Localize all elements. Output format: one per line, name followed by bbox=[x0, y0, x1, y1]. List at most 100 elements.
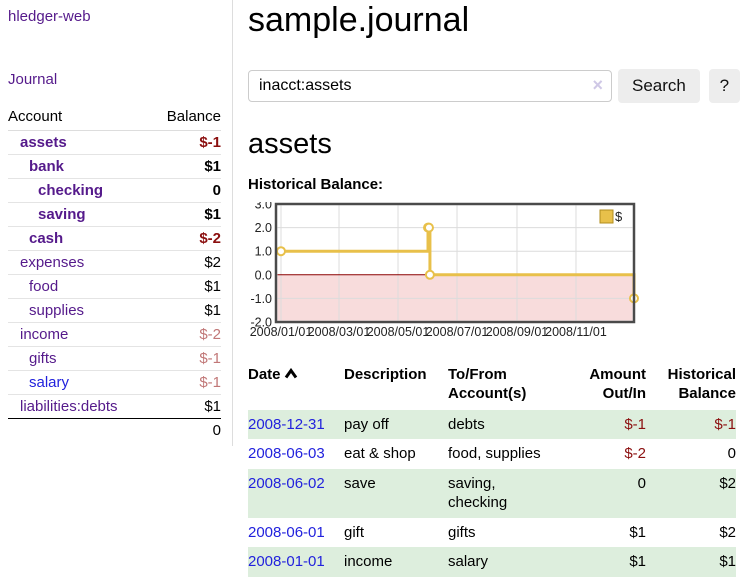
data-point-marker bbox=[423, 222, 434, 233]
register-table-body: 2008-12-31 pay off debts $-1 $-1 2008-06-03 ea… bbox=[248, 409, 736, 577]
data-point-marker bbox=[276, 246, 286, 257]
sidebar-item-journal[interactable]: Journal bbox=[8, 71, 58, 88]
register-row: 2008-12-31 pay off debts $-1 $-1 bbox=[248, 409, 736, 440]
account-balance: $-2 bbox=[150, 322, 221, 347]
account-row: gifts $-1 bbox=[8, 346, 221, 371]
search-field-wrapper: × bbox=[248, 70, 612, 103]
account-balance: $1 bbox=[150, 394, 221, 419]
account-row: assets $-1 bbox=[8, 130, 221, 155]
clear-search-icon[interactable]: × bbox=[592, 75, 603, 96]
transaction-date-link[interactable]: 2008-06-02 bbox=[248, 474, 325, 492]
historical-balance-chart: $3.0 2.0 1.0 0.0 -1.0 -2.0 2008/01/01 2008/03/0… bbox=[248, 198, 742, 347]
x-tick-label: 2008/05/01 bbox=[367, 325, 430, 339]
account-row: bank $1 bbox=[8, 154, 221, 179]
transaction-amount: $1 bbox=[629, 553, 646, 571]
account-link[interactable]: saving bbox=[38, 206, 86, 223]
y-tick-label: -2.0 bbox=[250, 316, 272, 330]
account-link[interactable]: cash bbox=[29, 230, 64, 247]
sort-ascending-icon bbox=[284, 366, 298, 385]
legend-label: $ bbox=[615, 209, 623, 224]
x-tick-label: 2008/01/01 bbox=[250, 325, 313, 339]
accounts-total-row: 0 bbox=[8, 419, 221, 443]
account-link[interactable]: expenses bbox=[20, 254, 85, 271]
account-link[interactable]: liabilities:debts bbox=[20, 398, 118, 415]
account-link[interactable]: salary bbox=[29, 374, 70, 391]
data-point-marker bbox=[424, 270, 435, 281]
account-link[interactable]: supplies bbox=[29, 302, 85, 319]
y-tick-label: 1.0 bbox=[255, 245, 272, 259]
account-balance: $1 bbox=[150, 154, 221, 179]
account-balance: 0 bbox=[150, 178, 221, 203]
transaction-balance: $1 bbox=[719, 553, 736, 571]
x-tick-label: 2008/11/01 bbox=[545, 325, 607, 339]
transaction-accounts: saving, checking bbox=[448, 474, 508, 512]
transaction-date-link[interactable]: 2008-06-03 bbox=[248, 445, 325, 463]
account-heading: assets bbox=[248, 128, 332, 161]
account-link[interactable]: bank bbox=[29, 158, 65, 175]
app-title-link[interactable]: hledger-web bbox=[8, 8, 91, 25]
account-row: checking 0 bbox=[8, 178, 221, 203]
transaction-amount: $-1 bbox=[624, 415, 646, 433]
account-row: cash $-2 bbox=[8, 226, 221, 251]
col-header-balance: Historical Balance bbox=[667, 366, 736, 403]
x-tick-label: 2008/03/01 bbox=[308, 325, 371, 339]
transaction-amount: $1 bbox=[629, 523, 646, 541]
search-input[interactable] bbox=[248, 70, 612, 103]
account-row: supplies $1 bbox=[8, 298, 221, 323]
transaction-amount: $-2 bbox=[624, 445, 646, 463]
y-tick-label: 0.0 bbox=[255, 269, 272, 283]
page-title: sample.journal bbox=[248, 1, 470, 39]
transaction-accounts: gifts bbox=[448, 523, 476, 541]
account-balance: $-1 bbox=[150, 130, 221, 155]
transaction-amount: 0 bbox=[637, 474, 646, 492]
col-header-description: Description bbox=[344, 366, 427, 384]
x-tick-label: 2008/09/01 bbox=[486, 325, 549, 339]
register-row: 2008-06-01 gift gifts $1 $2 bbox=[248, 518, 736, 548]
transaction-description: pay off bbox=[344, 415, 389, 433]
search-button[interactable]: Search bbox=[618, 69, 700, 104]
legend-swatch bbox=[599, 209, 614, 224]
transaction-description: eat & shop bbox=[344, 445, 416, 463]
main-content: sample.journal × Search ? assets Histori… bbox=[248, 0, 742, 577]
account-row: salary $-1 bbox=[8, 370, 221, 395]
register-table: Date Description To/From Account(s) Amou… bbox=[248, 364, 736, 577]
transaction-date-link[interactable]: 2008-01-01 bbox=[248, 553, 325, 571]
account-link[interactable]: income bbox=[20, 326, 69, 343]
x-tick-label: 2008/07/01 bbox=[426, 325, 489, 339]
negative-region bbox=[277, 275, 633, 321]
transaction-description: income bbox=[344, 553, 393, 571]
search-bar: × Search ? bbox=[248, 69, 742, 104]
account-row: saving $1 bbox=[8, 202, 221, 227]
chart-title: Historical Balance: bbox=[248, 176, 384, 194]
account-balance: $-1 bbox=[150, 370, 221, 395]
transaction-accounts: debts bbox=[448, 415, 485, 433]
register-row: 2008-06-02 save saving, checking 0 $2 bbox=[248, 468, 736, 518]
register-row: 2008-06-03 eat & shop food, supplies $-2 0 bbox=[248, 439, 736, 469]
account-row: food $1 bbox=[8, 274, 221, 299]
account-link[interactable]: gifts bbox=[29, 350, 57, 367]
col-header-date[interactable]: Date bbox=[248, 364, 344, 410]
plot-border bbox=[274, 203, 636, 324]
accounts-table-body: assets $-1 bank $1 checking 0 saving $1 cash $-2 e… bbox=[8, 130, 221, 419]
help-button[interactable]: ? bbox=[708, 69, 740, 104]
transaction-balance: 0 bbox=[727, 445, 736, 463]
account-link[interactable]: food bbox=[29, 278, 59, 295]
transaction-accounts: food, supplies bbox=[448, 445, 541, 463]
account-balance: $2 bbox=[150, 250, 221, 275]
transaction-date-link[interactable]: 2008-12-31 bbox=[248, 415, 325, 433]
transaction-balance: $-1 bbox=[714, 415, 736, 433]
account-balance: $-1 bbox=[150, 346, 221, 371]
account-balance: $1 bbox=[150, 298, 221, 323]
account-link[interactable]: assets bbox=[20, 134, 67, 151]
transaction-balance: $2 bbox=[719, 523, 736, 541]
account-row: liabilities:debts $1 bbox=[8, 394, 221, 419]
col-header-amount: Amount Out/In bbox=[589, 366, 646, 403]
account-link[interactable]: checking bbox=[38, 182, 104, 199]
transaction-date-link[interactable]: 2008-06-01 bbox=[248, 523, 325, 541]
transaction-accounts: salary bbox=[448, 553, 489, 571]
transaction-description: gift bbox=[344, 523, 365, 541]
transaction-balance: $2 bbox=[719, 474, 736, 492]
register-row: 2008-01-01 income salary $1 $1 bbox=[248, 547, 736, 577]
col-header-accounts: To/From Account(s) bbox=[448, 366, 527, 403]
transaction-description: save bbox=[344, 474, 376, 492]
